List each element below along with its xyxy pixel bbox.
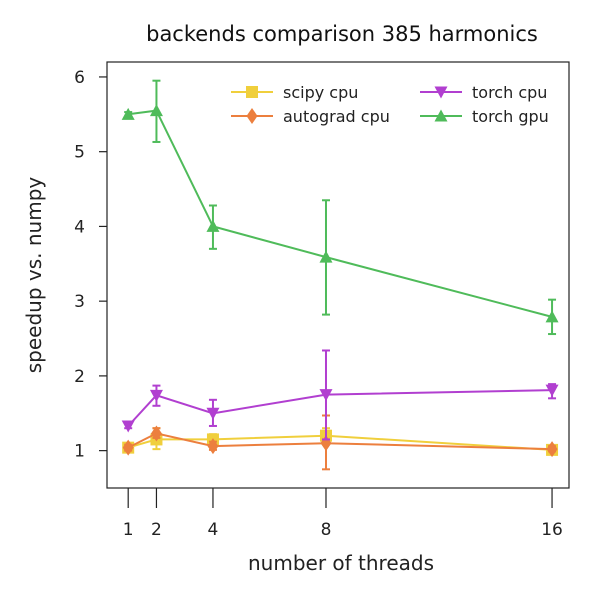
- x-axis-label: number of threads: [248, 551, 434, 575]
- data-point-diamond: [150, 425, 162, 442]
- y-axis-label: speedup vs. numpy: [22, 177, 46, 374]
- x-tick-label: 2: [151, 520, 162, 540]
- data-point-triangle-down: [149, 389, 163, 402]
- legend-label: scipy cpu: [283, 83, 358, 102]
- x-axis: 1 2 4 8 16: [123, 488, 563, 540]
- data-point-triangle-up: [434, 109, 448, 122]
- chart-title: backends comparison 385 harmonics: [146, 22, 538, 46]
- series-line: [127, 389, 553, 427]
- y-tick-label: 4: [74, 217, 85, 237]
- legend-item: torch cpu: [420, 83, 547, 102]
- legend-item: torch gpu: [420, 107, 549, 126]
- y-tick-label: 3: [74, 292, 85, 312]
- data-point-diamond: [207, 438, 219, 455]
- x-tick-label: 4: [208, 520, 219, 540]
- x-tick-label: 16: [541, 520, 563, 540]
- data-point-triangle-up: [121, 107, 135, 120]
- x-tick-label: 1: [123, 520, 134, 540]
- data-point-square: [246, 86, 258, 98]
- y-tick-label: 2: [74, 367, 85, 387]
- data-point-diamond: [546, 441, 558, 458]
- y-axis: 1 2 3 4 5 6: [74, 68, 107, 462]
- series-scipy-cpu: [122, 427, 559, 456]
- series-layer: [121, 79, 559, 471]
- series-torch-gpu: [121, 79, 559, 336]
- series-line: [128, 109, 553, 318]
- data-point-triangle-down: [434, 86, 448, 99]
- data-point-triangle-up: [149, 104, 163, 117]
- legend-label: torch gpu: [472, 107, 549, 126]
- data-point-triangle-down: [319, 389, 333, 402]
- y-tick-label: 6: [74, 68, 85, 88]
- legend: scipy cpu autograd cpu torch cpu torch gpu: [231, 83, 549, 126]
- plot-area-frame: [106, 61, 570, 489]
- data-point-triangle-down: [206, 407, 220, 420]
- legend-label: torch cpu: [472, 83, 547, 102]
- data-point-diamond: [246, 108, 258, 124]
- data-point-triangle-up: [319, 250, 333, 263]
- legend-item: autograd cpu: [231, 107, 390, 126]
- series-autograd-cpu: [122, 414, 558, 471]
- legend-label: autograd cpu: [283, 107, 390, 126]
- data-point-triangle-up: [545, 310, 559, 323]
- series-torch-cpu: [121, 349, 559, 441]
- data-point-triangle-up: [206, 219, 220, 232]
- legend-item: scipy cpu: [231, 83, 358, 102]
- y-tick-label: 5: [74, 143, 85, 163]
- data-point-triangle-down: [545, 384, 559, 397]
- x-tick-label: 8: [321, 520, 332, 540]
- data-point-diamond: [122, 439, 134, 456]
- y-tick-label: 1: [74, 442, 85, 462]
- data-point-triangle-down: [121, 420, 135, 433]
